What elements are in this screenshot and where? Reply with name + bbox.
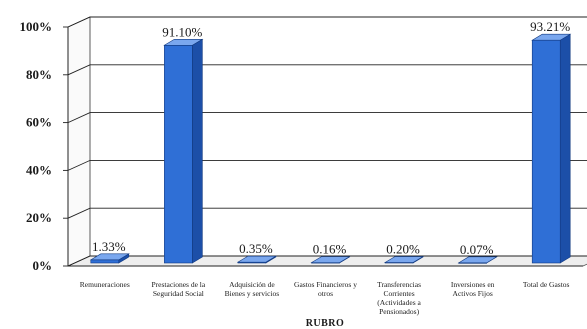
bar [164, 39, 202, 263]
y-tick-label: 40% [26, 162, 52, 177]
bar-front [164, 45, 192, 263]
data-label: 1.33% [92, 239, 126, 254]
data-label: 93.21% [530, 19, 570, 34]
data-label: 0.07% [460, 242, 494, 257]
bar-front [91, 260, 119, 263]
data-label: 0.16% [313, 242, 347, 257]
y-tick-label: 0% [33, 258, 53, 273]
bar-side [560, 34, 570, 263]
category-label: Adquisición de Bienes y servicios [225, 280, 280, 298]
data-label: 0.35% [239, 241, 273, 256]
bar [532, 34, 570, 263]
data-label: 0.20% [386, 242, 420, 257]
chart-walls [68, 17, 587, 266]
category-label: Remuneraciones [80, 280, 130, 289]
y-tick-label: 20% [26, 210, 52, 225]
x-axis-categories: Remuneraciones Prestaciones de la Segurida… [80, 280, 570, 316]
y-tick-label: 60% [26, 115, 52, 130]
y-tick-label: 100% [20, 19, 53, 34]
bar-front [532, 40, 560, 263]
category-label: Prestaciones de la Seguridad Social [151, 280, 205, 298]
x-axis-label: RUBRO [306, 318, 345, 329]
category-label: Transferencias Corrientes (Actividades a Pe… [377, 280, 421, 316]
data-label: 91.10% [162, 24, 202, 39]
category-label: Inversiones en Activos Fijos [451, 280, 495, 298]
bar-side [192, 39, 202, 263]
side-wall [68, 17, 90, 266]
y-tick-label: 80% [26, 67, 52, 82]
category-label: Total de Gastos [523, 280, 570, 289]
category-label: Gastos Financieros y otros [294, 280, 357, 298]
